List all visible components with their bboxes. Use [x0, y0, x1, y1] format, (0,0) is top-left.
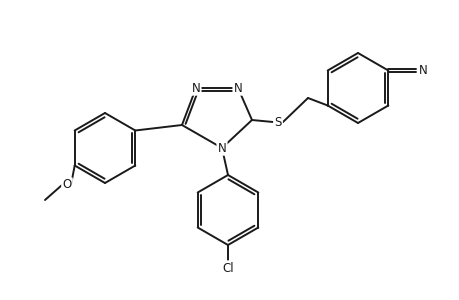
Text: N: N — [233, 82, 242, 94]
Text: N: N — [191, 82, 200, 94]
Text: N: N — [217, 142, 226, 154]
Text: N: N — [418, 64, 427, 77]
Text: O: O — [62, 178, 72, 191]
Text: S: S — [274, 116, 281, 128]
Text: Cl: Cl — [222, 262, 233, 275]
